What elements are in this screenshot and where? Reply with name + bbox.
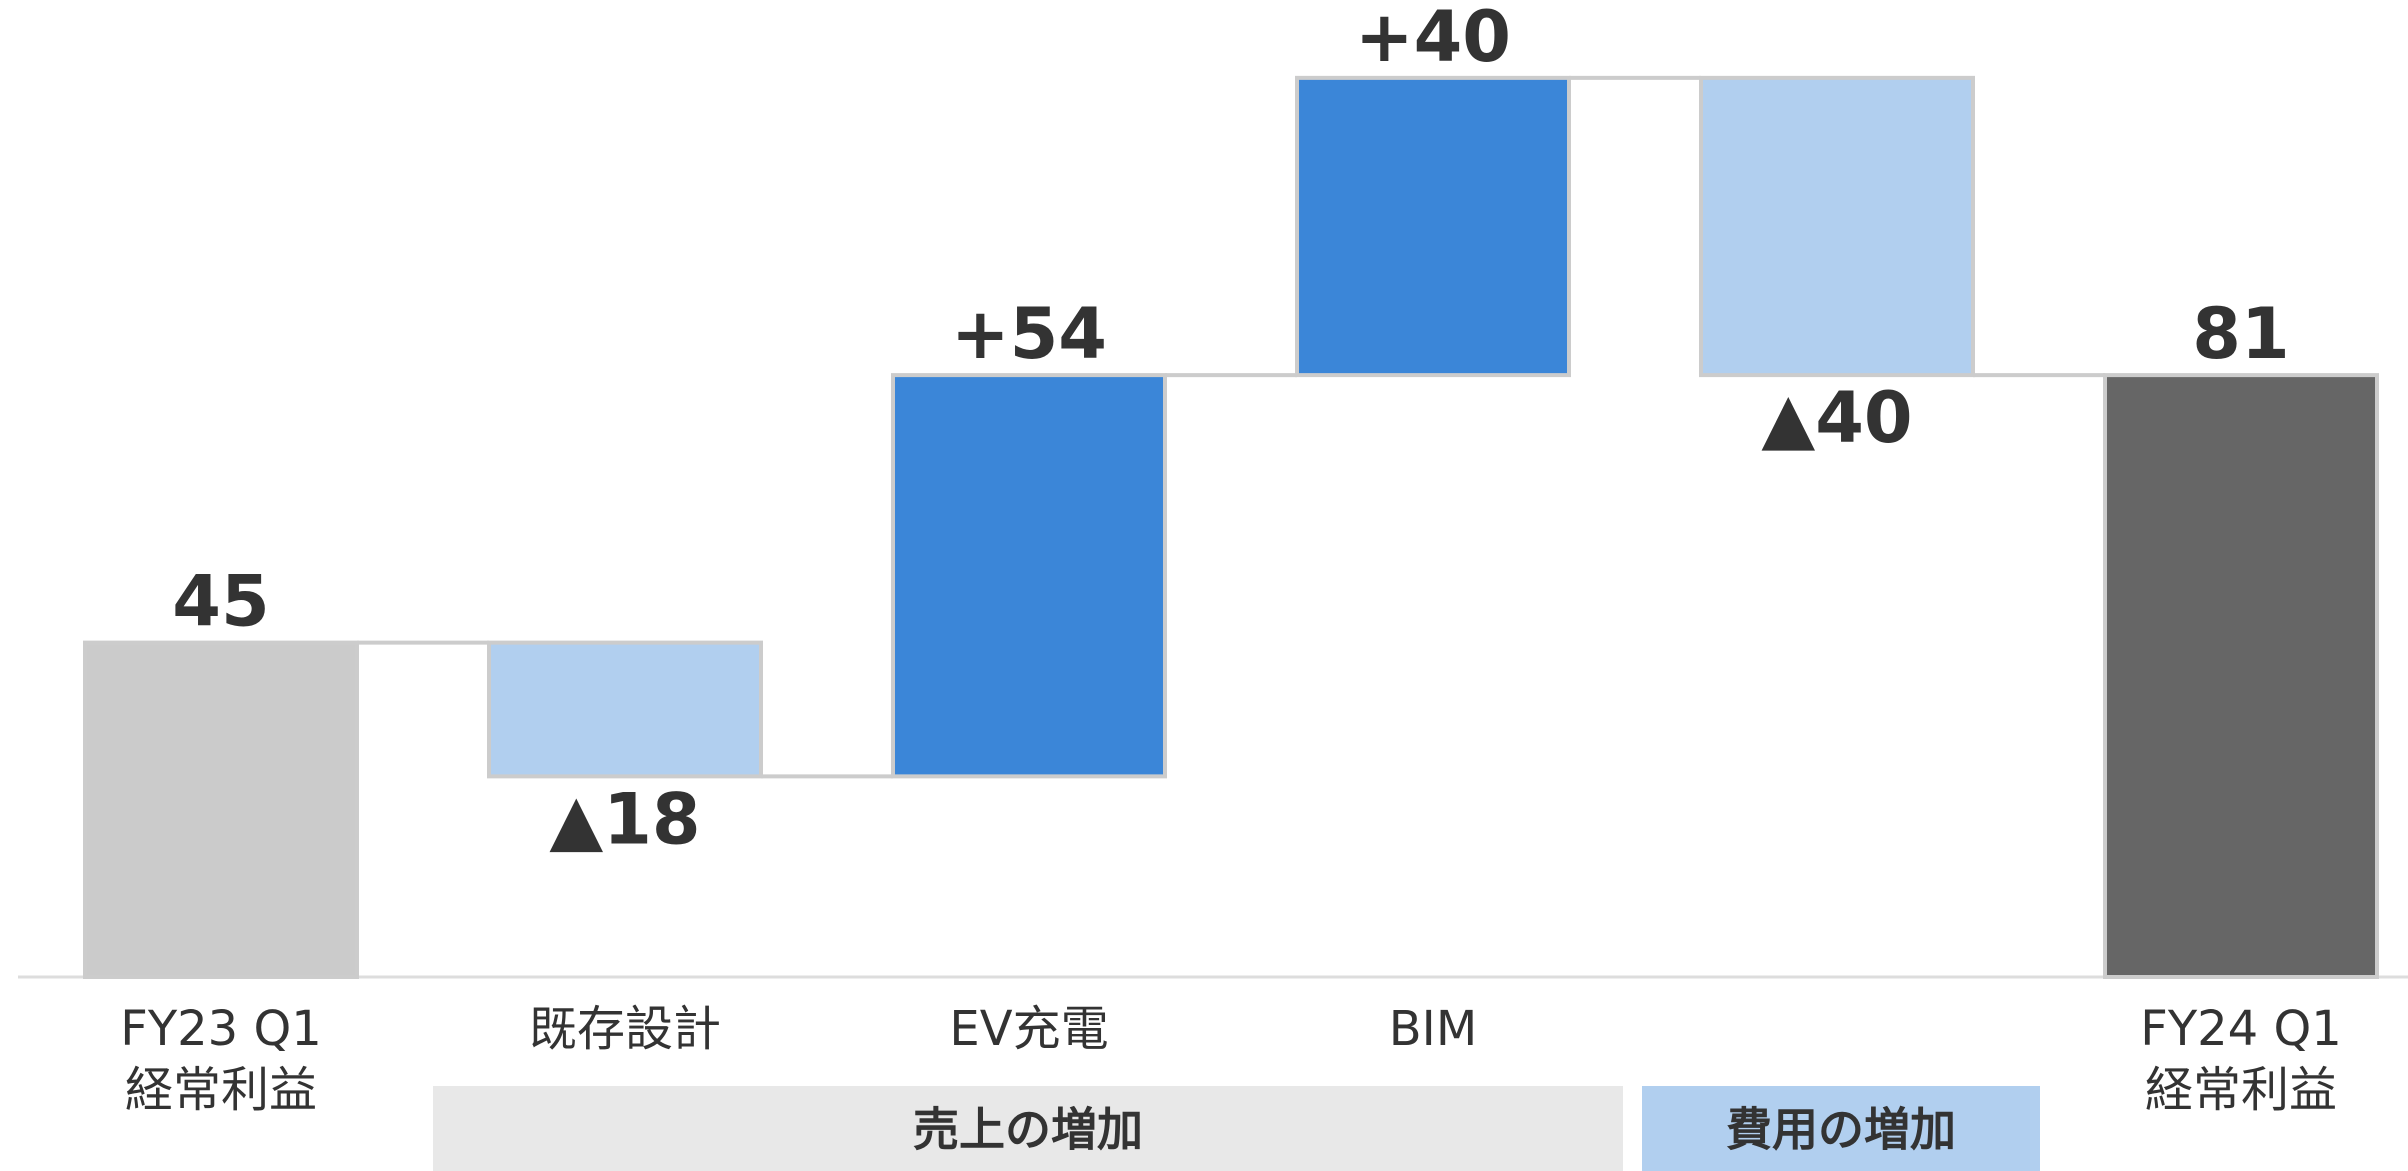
- x-tick-label: 既存設計: [529, 1001, 721, 1057]
- bar: [891, 373, 1167, 779]
- value-label: 45: [172, 561, 269, 643]
- bar: [1295, 75, 1571, 378]
- group-band: [1642, 1086, 2040, 1171]
- value-label: ▲18: [549, 778, 700, 860]
- bar: [83, 640, 359, 979]
- x-tick-label: FY24 Q1 経常利益: [2140, 1001, 2342, 1118]
- value-label: 81: [2192, 293, 2289, 375]
- x-tick-label: BIM: [1389, 1001, 1478, 1057]
- group-label: 売上の増加: [913, 1103, 1143, 1157]
- value-label: ▲40: [1761, 377, 1912, 459]
- value-label: +40: [1355, 0, 1511, 78]
- x-tick-label: FY23 Q1 経常利益: [120, 1001, 322, 1118]
- bar: [487, 640, 763, 779]
- group-label: 費用の増加: [1726, 1103, 1956, 1157]
- bar: [1699, 75, 1975, 378]
- x-tick-label: EV充電: [949, 1001, 1108, 1057]
- bar: [2103, 373, 2379, 980]
- value-label: +54: [951, 293, 1107, 375]
- group-band: [433, 1086, 1623, 1171]
